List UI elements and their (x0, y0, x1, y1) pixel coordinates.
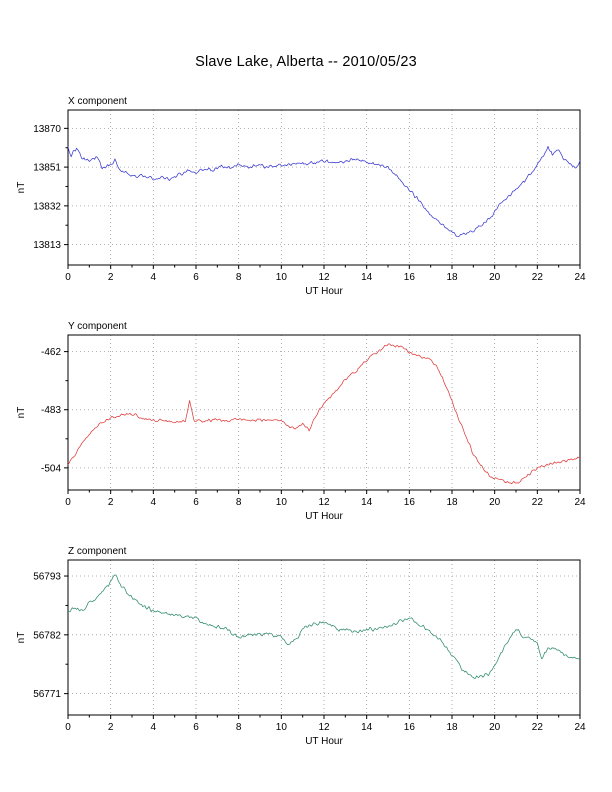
x-tick-label: 8 (236, 497, 242, 508)
x-axis-title: UT Hour (305, 286, 343, 297)
component-label: X component (68, 96, 127, 107)
y-tick-label: 13832 (33, 201, 61, 212)
x-tick-label: 10 (276, 497, 288, 508)
y-tick-label: 56793 (33, 572, 61, 583)
data-series-line (67, 146, 581, 237)
y-axis-title: nT (16, 182, 27, 194)
plot-frame (67, 559, 581, 716)
x-tick-label: 18 (446, 722, 458, 733)
x-tick-label: 6 (193, 497, 199, 508)
y-tick-label: -504 (41, 463, 61, 474)
y-tick-label: 56771 (33, 689, 61, 700)
panel-x-component: 0 2 4 6 8 10 12 14 16 18 20 22 24 13813 13832 13851 1387… (0, 90, 612, 315)
y-axis-title: nT (16, 632, 27, 644)
x-tick-label: 2 (108, 272, 114, 283)
x-tick-label: 6 (193, 722, 199, 733)
panel-y-component: 0 2 4 6 8 10 12 14 16 18 20 22 24 -504 -483 -462 UT Hour… (0, 315, 612, 540)
x-tick-label: 24 (574, 272, 586, 283)
y-tick-label: 13870 (33, 124, 61, 135)
x-tick-label: 2 (108, 497, 114, 508)
x-tick-label: 2 (108, 722, 114, 733)
x-tick-label: 22 (532, 497, 544, 508)
x-tick-label: 6 (193, 272, 199, 283)
x-tick-label: 0 (65, 722, 71, 733)
component-label: Z component (68, 546, 127, 557)
page-title: Slave Lake, Alberta -- 2010/05/23 (195, 54, 417, 70)
x-tick-label: 10 (276, 722, 288, 733)
x-tick-label: 0 (65, 272, 71, 283)
component-label: Y component (68, 321, 127, 332)
x-tick-label: 14 (361, 272, 373, 283)
y-tick-label: 13851 (33, 163, 61, 174)
data-series-line (67, 343, 581, 485)
x-tick-label: 16 (404, 497, 416, 508)
x-tick-label: 12 (318, 722, 330, 733)
x-tick-label: 10 (276, 272, 288, 283)
x-tick-label: 14 (361, 722, 373, 733)
x-tick-label: 24 (574, 722, 586, 733)
x-tick-label: 20 (489, 722, 501, 733)
x-tick-label: 4 (151, 497, 157, 508)
panel-z-component: 0 2 4 6 8 10 12 14 16 18 20 22 24 56771 56782 56793 UT H… (0, 540, 612, 765)
x-tick-label: 20 (489, 497, 501, 508)
y-tick-label: 13813 (33, 240, 61, 251)
x-tick-label: 0 (65, 497, 71, 508)
y-axis-title: nT (16, 407, 27, 419)
x-tick-label: 22 (532, 272, 544, 283)
x-tick-label: 14 (361, 497, 373, 508)
chart-svg: 0 2 4 6 8 10 12 14 16 18 20 22 241381313832138511387… (16, 96, 586, 297)
x-tick-label: 16 (404, 272, 416, 283)
x-tick-label: 4 (151, 272, 157, 283)
x-axis-title: UT Hour (305, 736, 343, 747)
y-tick-label: -483 (41, 405, 61, 416)
x-tick-label: 12 (318, 497, 330, 508)
plot-frame (67, 334, 581, 491)
y-tick-label: 56782 (33, 630, 61, 641)
x-tick-label: 8 (236, 722, 242, 733)
x-tick-label: 18 (446, 497, 458, 508)
x-tick-label: 16 (404, 722, 416, 733)
x-axis-title: UT Hour (305, 511, 343, 522)
x-tick-label: 8 (236, 272, 242, 283)
x-tick-label: 22 (532, 722, 544, 733)
x-tick-label: 12 (318, 272, 330, 283)
data-series-line (67, 574, 581, 679)
x-tick-label: 24 (574, 497, 586, 508)
x-tick-label: 18 (446, 272, 458, 283)
x-tick-label: 4 (151, 722, 157, 733)
x-tick-label: 20 (489, 272, 501, 283)
y-tick-label: -462 (41, 347, 61, 358)
plot-frame (67, 109, 581, 266)
